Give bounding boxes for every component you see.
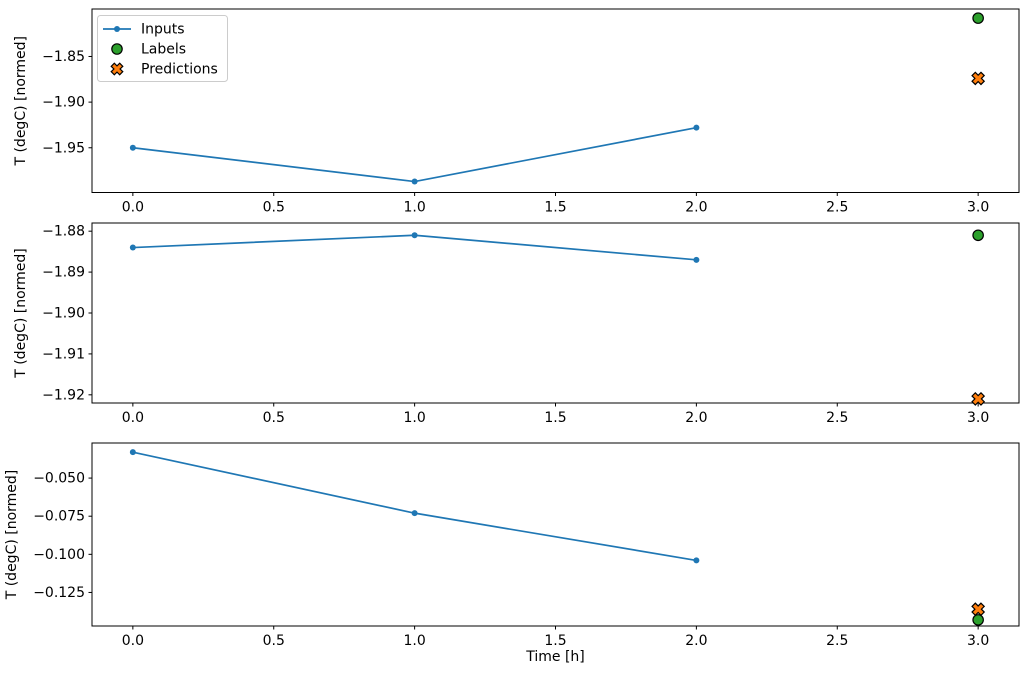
legend: Inputs Labels Predictions <box>97 15 228 82</box>
labels-marker <box>972 12 984 24</box>
inputs-point-marker <box>129 449 136 456</box>
legend-box <box>97 15 228 82</box>
x-tick-label: 2.5 <box>826 200 848 216</box>
y-tick-label: −1.91 <box>42 346 85 362</box>
y-axis-label: T (degC) [normed] <box>13 248 29 379</box>
x-axis-label: Time [h] <box>525 649 585 665</box>
x-tick-label: 2.0 <box>685 633 707 649</box>
y-tick-label: −0.075 <box>33 509 85 525</box>
x-tick-label: 0.5 <box>263 200 285 216</box>
x-tick-label: 3.0 <box>967 410 989 426</box>
predictions-marker <box>971 391 986 406</box>
subplot-1: −1.85 −1.90 −1.95 0.0 0.5 1.0 1.5 2.0 2.5 3.0 T (d… <box>13 8 1020 216</box>
x-tick-label: 3.0 <box>967 200 989 216</box>
inputs-point-marker <box>693 557 700 564</box>
x-tick-label: 0.0 <box>122 410 144 426</box>
x-tick-label: 2.0 <box>685 200 707 216</box>
y-tick-label: −1.90 <box>42 306 85 322</box>
legend-label: Inputs <box>141 22 185 38</box>
predictions-marker <box>971 602 986 617</box>
x-tick-label: 2.0 <box>685 410 707 426</box>
circle-icon <box>111 43 123 55</box>
x-tick-label: 1.5 <box>544 200 566 216</box>
x-tick-label: 3.0 <box>967 633 989 649</box>
inputs-point-marker <box>693 256 700 263</box>
x-tick-label: 1.5 <box>544 633 566 649</box>
x-tick-label: 1.0 <box>403 200 425 216</box>
x-tick-label: 2.5 <box>826 633 848 649</box>
y-tick-label: −1.90 <box>42 95 85 111</box>
y-tick-label: −0.100 <box>33 547 85 563</box>
labels-marker <box>972 229 984 242</box>
x-tick-label: 0.0 <box>122 633 144 649</box>
x-tick-label: 1.0 <box>403 410 425 426</box>
legend-label: Predictions <box>141 62 218 78</box>
inputs-point-marker <box>129 244 136 251</box>
y-tick-label: −1.92 <box>42 387 85 403</box>
y-axis-label: T (degC) [normed] <box>13 36 29 167</box>
predictions-marker <box>971 71 986 86</box>
x-tick-label: 1.5 <box>544 410 566 426</box>
subplot-2: −1.88 −1.89 −1.90 −1.91 −1.92 0.0 0.5 1.0 1.5 2.0… <box>13 222 1020 426</box>
axes-frame <box>91 8 1020 193</box>
legend-label: Labels <box>141 42 186 58</box>
labels-marker <box>972 614 984 626</box>
inputs-point-marker <box>411 232 418 239</box>
subplot-3: −0.050 −0.075 −0.100 −0.125 0.0 0.5 1.0 1.5 2.0 2… <box>4 442 1020 649</box>
y-tick-label: −1.88 <box>42 224 85 240</box>
y-tick-label: −1.95 <box>42 140 85 156</box>
line-dot-icon <box>114 26 120 32</box>
y-tick-label: −0.050 <box>33 471 85 487</box>
y-tick-label: −1.89 <box>42 265 85 281</box>
x-tick-label: 0.5 <box>263 410 285 426</box>
x-tick-label: 0.0 <box>122 200 144 216</box>
inputs-point-marker <box>693 124 700 131</box>
inputs-point-marker <box>411 178 418 185</box>
axes-frame <box>91 442 1020 627</box>
y-axis-label: T (degC) [normed] <box>4 470 20 601</box>
y-tick-label: −0.125 <box>33 585 85 601</box>
inputs-point-marker <box>411 510 418 517</box>
x-tick-label: 1.0 <box>403 633 425 649</box>
x-icon <box>110 62 124 76</box>
axes-frame <box>91 222 1020 404</box>
y-tick-label: −1.85 <box>42 49 85 65</box>
x-tick-label: 0.5 <box>263 633 285 649</box>
inputs-point-marker <box>129 144 136 151</box>
x-tick-label: 2.5 <box>826 410 848 426</box>
